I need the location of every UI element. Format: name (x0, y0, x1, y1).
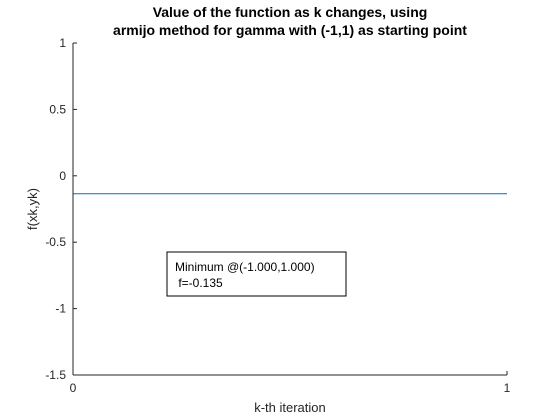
x-tick-label: 1 (504, 381, 511, 395)
y-tick-label: -0.5 (45, 235, 66, 249)
y-tick-label: 1 (59, 36, 66, 50)
x-axis-label: k-th iteration (254, 400, 326, 415)
y-tick-label: 0 (59, 169, 66, 183)
y-axis-label: f(xk,yk) (25, 188, 40, 230)
y-tick-label: -1 (55, 302, 66, 316)
chart-title-line-2: armijo method for gamma with (-1,1) as s… (113, 22, 467, 38)
x-tick-label: 0 (70, 381, 77, 395)
y-tick-label: 0.5 (49, 102, 66, 116)
chart-title-line-1: Value of the function as k changes, usin… (153, 4, 428, 20)
annotation-line-2: f=-0.135 (175, 276, 223, 290)
y-tick-label: -1.5 (45, 368, 66, 382)
annotation-frame (166, 251, 347, 297)
annotation-box: Minimum @(-1.000,1.000) f=-0.135 (166, 251, 347, 297)
plot-area (73, 43, 507, 375)
annotation-line-1: Minimum @(-1.000,1.000) (175, 260, 315, 274)
y-ticks: -1.5 -1 -0.5 0 0.5 1 (45, 36, 77, 382)
